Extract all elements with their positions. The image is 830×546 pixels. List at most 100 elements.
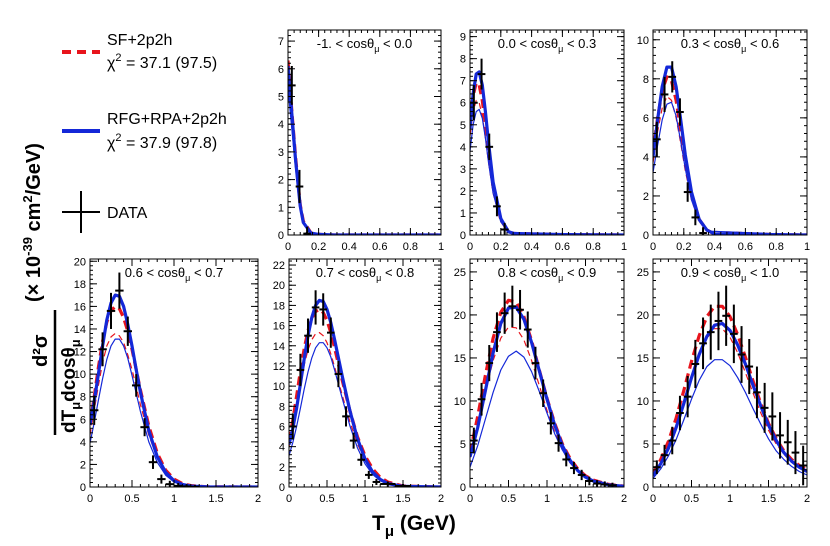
y-axis-title-fraction-numerator: d²σ bbox=[30, 334, 52, 367]
y-tick-label: 14 bbox=[74, 324, 86, 336]
data-point bbox=[791, 431, 800, 475]
panel-title-part: 0.0 < cosθ bbox=[498, 36, 558, 51]
panel-frame bbox=[469, 29, 625, 236]
y-tick-label: 25 bbox=[637, 267, 649, 279]
series-sf-2p2h bbox=[470, 81, 624, 235]
panel-title-part: 0.7 < cosθ bbox=[316, 265, 376, 280]
data-point bbox=[699, 317, 707, 370]
y-tick-label: 0 bbox=[460, 230, 466, 242]
y-tick-label: 20 bbox=[454, 310, 466, 322]
y-tick-label: 7 bbox=[278, 36, 284, 48]
data-point bbox=[334, 360, 343, 388]
y-tick-label: 10 bbox=[454, 396, 466, 408]
series-sf-2p2h-no-2p2h bbox=[470, 99, 624, 235]
y-axis-title-den-sub2: μ bbox=[68, 339, 83, 347]
x-tick-label: 0 bbox=[285, 241, 291, 253]
data-point bbox=[554, 434, 563, 452]
y-tick-label: 15 bbox=[637, 353, 649, 365]
data-point bbox=[148, 455, 158, 469]
data-point bbox=[327, 317, 335, 348]
y-axis-units-exp2: 2 bbox=[20, 195, 35, 202]
y-tick-label: 6 bbox=[80, 414, 86, 426]
legend-sf-chi-exp: 2 bbox=[115, 52, 121, 64]
series-rfg-rpa-2p2h-no-2p2h bbox=[470, 350, 624, 487]
panel-frame bbox=[652, 29, 808, 236]
data-point bbox=[714, 291, 723, 351]
legend-data-label: DATA bbox=[107, 205, 148, 222]
y-tick-label: 3 bbox=[460, 164, 466, 176]
panel-title-part: 0.8 < cosθ bbox=[498, 265, 558, 280]
y-tick-label: 2 bbox=[278, 175, 284, 187]
legend-rfg-label: RFG+RPA+2p2h bbox=[107, 111, 227, 128]
series-rfg-rpa-2p2h bbox=[653, 65, 807, 235]
series-sf-2p2h-no-2p2h bbox=[90, 332, 258, 487]
data-point bbox=[296, 353, 305, 387]
x-tick-label: 1.5 bbox=[578, 493, 593, 505]
series-sf-2p2h bbox=[288, 60, 441, 235]
data-point bbox=[668, 61, 677, 93]
panel-title-sub: μ bbox=[376, 273, 381, 283]
x-tick-label: 0.4 bbox=[707, 241, 722, 253]
y-tick-label: 4 bbox=[460, 142, 466, 154]
y-axis-title-den-d: dT bbox=[59, 409, 80, 433]
y-tick-label: 14 bbox=[273, 341, 285, 353]
y-axis-title-fraction-denominator: dTμdcosθμ bbox=[59, 339, 83, 433]
panel-title-part: < 0.0 bbox=[379, 36, 412, 51]
data-point bbox=[600, 481, 609, 487]
data-point bbox=[730, 304, 738, 364]
data-point bbox=[157, 474, 166, 484]
x-axis-title-t: T bbox=[372, 512, 385, 535]
y-tick-label: 1 bbox=[278, 202, 284, 214]
y-tick-label: 4 bbox=[80, 437, 86, 449]
x-tick-label: 0 bbox=[467, 493, 473, 505]
panel-title-part: 0.6 < cosθ bbox=[125, 265, 185, 280]
y-tick-label: 10 bbox=[637, 396, 649, 408]
data-point bbox=[106, 292, 116, 329]
series-sf-2p2h bbox=[289, 307, 441, 487]
legend-rfg-chi-symbol: χ bbox=[107, 135, 116, 152]
data-point bbox=[349, 432, 358, 449]
y-tick-label: 6 bbox=[278, 64, 284, 76]
x-axis-title-unit: (GeV) bbox=[394, 512, 456, 535]
data-point bbox=[585, 476, 594, 486]
x-tick-label: 0.5 bbox=[319, 493, 334, 505]
y-tick-label: 0 bbox=[643, 482, 649, 494]
x-tick-label: 0.2 bbox=[493, 241, 508, 253]
data-point bbox=[523, 311, 532, 348]
data-point bbox=[783, 419, 792, 465]
data-point bbox=[485, 133, 494, 161]
panel-title-part: < 0.9 bbox=[563, 265, 596, 280]
panel-title-part: < 0.6 bbox=[746, 36, 779, 51]
y-tick-label: 20 bbox=[637, 310, 649, 322]
panel-frame bbox=[89, 258, 259, 488]
panel-title-part: < 0.7 bbox=[190, 265, 223, 280]
data-point bbox=[477, 58, 486, 90]
y-tick-label: 2 bbox=[279, 462, 285, 474]
y-tick-label: 6 bbox=[279, 421, 285, 433]
data-point bbox=[304, 318, 312, 353]
panel-title-sub: μ bbox=[374, 44, 379, 54]
data-point bbox=[319, 293, 327, 326]
series-rfg-rpa-2p2h-no-2p2h bbox=[470, 108, 624, 235]
data-point bbox=[699, 227, 707, 235]
legend-rfg-chi-value: = 37.9 (97.8) bbox=[122, 135, 218, 152]
data-point bbox=[342, 406, 350, 427]
y-tick-label: 16 bbox=[273, 321, 285, 333]
x-tick-label: 0.8 bbox=[769, 241, 784, 253]
data-point bbox=[660, 76, 669, 112]
data-point bbox=[608, 482, 617, 487]
x-tick-label: 1.5 bbox=[208, 493, 223, 505]
series-rfg-rpa-2p2h bbox=[653, 321, 807, 477]
data-point bbox=[174, 483, 183, 487]
y-axis-units-lead: (× 10 bbox=[23, 256, 45, 302]
y-tick-label: 8 bbox=[643, 74, 649, 86]
x-tick-label: 0.5 bbox=[501, 493, 516, 505]
y-tick-label: 8 bbox=[279, 401, 285, 413]
x-tick-label: 1 bbox=[544, 493, 550, 505]
y-tick-label: 8 bbox=[460, 54, 466, 66]
y-tick-label: 16 bbox=[74, 301, 86, 313]
data-point bbox=[753, 366, 761, 419]
y-tick-label: 0 bbox=[80, 482, 86, 494]
